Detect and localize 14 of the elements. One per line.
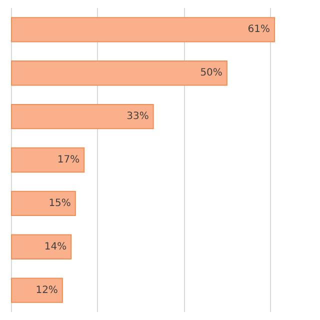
data-label: 15% xyxy=(48,198,71,209)
data-label: 61% xyxy=(248,24,270,36)
data-label: 50% xyxy=(200,68,222,79)
data-label: 14% xyxy=(44,241,67,252)
bar xyxy=(11,190,76,216)
data-label: 17% xyxy=(57,154,80,166)
bar xyxy=(11,104,154,130)
data-label: 12% xyxy=(36,284,58,296)
bar xyxy=(11,147,85,173)
bar xyxy=(11,60,228,86)
bar xyxy=(11,278,63,303)
data-label: 33% xyxy=(126,111,149,122)
bar xyxy=(11,17,276,42)
bar xyxy=(11,234,72,260)
